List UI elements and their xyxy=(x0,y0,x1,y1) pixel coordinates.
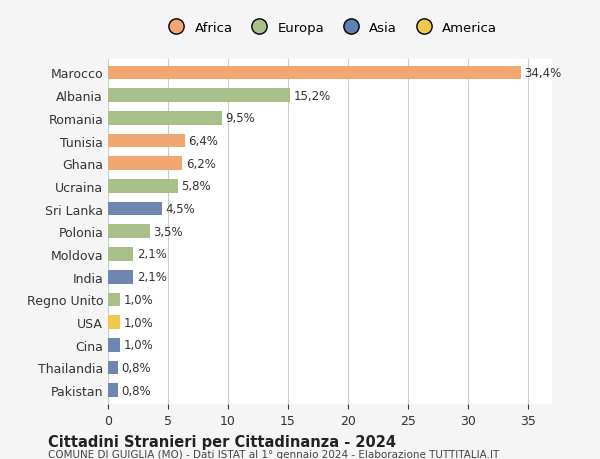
Legend: Africa, Europa, Asia, America: Africa, Europa, Asia, America xyxy=(163,22,497,34)
Bar xyxy=(108,248,133,261)
Text: 5,8%: 5,8% xyxy=(181,180,211,193)
Text: 1,0%: 1,0% xyxy=(124,293,154,306)
Text: 0,8%: 0,8% xyxy=(121,361,151,374)
Bar xyxy=(108,180,178,193)
Text: 15,2%: 15,2% xyxy=(294,90,331,102)
Bar xyxy=(108,134,185,148)
Text: 1,0%: 1,0% xyxy=(124,316,154,329)
Text: 6,2%: 6,2% xyxy=(186,157,216,170)
Text: 2,1%: 2,1% xyxy=(137,271,167,284)
Text: Cittadini Stranieri per Cittadinanza - 2024: Cittadini Stranieri per Cittadinanza - 2… xyxy=(48,434,396,449)
Bar xyxy=(108,112,222,125)
Bar xyxy=(108,202,162,216)
Bar xyxy=(108,270,133,284)
Text: 6,4%: 6,4% xyxy=(188,135,218,148)
Bar xyxy=(108,225,150,239)
Bar xyxy=(108,361,118,375)
Bar xyxy=(108,67,521,80)
Bar xyxy=(108,384,118,397)
Bar xyxy=(108,157,182,171)
Text: COMUNE DI GUIGLIA (MO) - Dati ISTAT al 1° gennaio 2024 - Elaborazione TUTTITALIA: COMUNE DI GUIGLIA (MO) - Dati ISTAT al 1… xyxy=(48,449,499,459)
Text: 0,8%: 0,8% xyxy=(121,384,151,397)
Text: 9,5%: 9,5% xyxy=(226,112,256,125)
Bar xyxy=(108,89,290,103)
Text: 1,0%: 1,0% xyxy=(124,339,154,352)
Text: 3,5%: 3,5% xyxy=(154,225,183,238)
Bar xyxy=(108,316,120,329)
Text: 4,5%: 4,5% xyxy=(166,203,196,216)
Bar xyxy=(108,293,120,307)
Bar xyxy=(108,338,120,352)
Text: 2,1%: 2,1% xyxy=(137,248,167,261)
Text: 34,4%: 34,4% xyxy=(524,67,562,80)
